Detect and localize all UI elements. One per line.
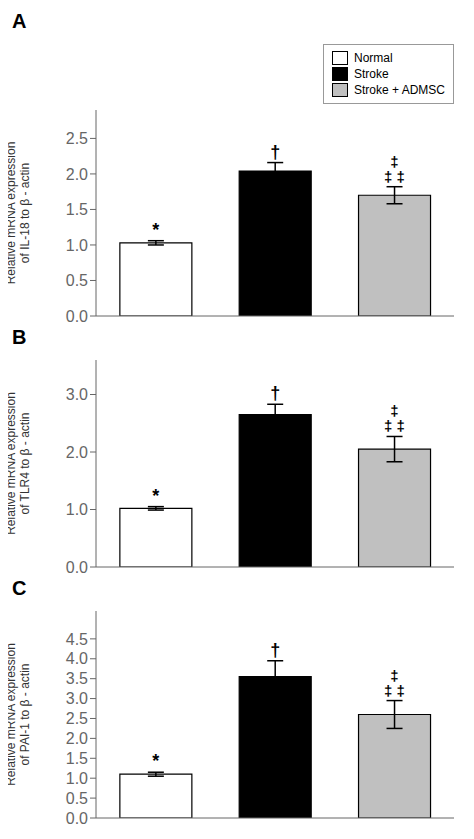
html-text:A: A	[12, 10, 27, 32]
svg-text:0.0: 0.0	[66, 559, 88, 575]
svg-text:1.5: 1.5	[66, 750, 88, 767]
svg-text:0.0: 0.0	[66, 308, 88, 324]
svg-text:*: *	[152, 751, 159, 771]
svg-text:†: †	[270, 383, 280, 403]
svg-text:0.5: 0.5	[66, 272, 88, 289]
svg-text:‡ ‡: ‡ ‡	[384, 417, 405, 434]
svg-text:1.5: 1.5	[66, 201, 88, 218]
svg-text:3.5: 3.5	[66, 670, 88, 687]
svg-text:2.0: 2.0	[66, 444, 88, 461]
svg-text:‡ ‡: ‡ ‡	[384, 168, 405, 185]
svg-text:Relative mRNA expressionof PAI: Relative mRNA expressionof PAI-1 to β - …	[8, 643, 32, 786]
svg-text:4.0: 4.0	[66, 650, 88, 667]
svg-text:1.0: 1.0	[66, 237, 88, 254]
svg-text:3.0: 3.0	[66, 690, 88, 707]
svg-text:1.0: 1.0	[66, 501, 88, 518]
html-text:C: C	[12, 577, 27, 599]
svg-text:Relative mRNA expressionof TLR: Relative mRNA expressionof TLR4 to β - a…	[8, 392, 32, 535]
html-text:Normal: Normal	[354, 51, 393, 65]
svg-text:2.5: 2.5	[66, 130, 88, 147]
svg-text:2.0: 2.0	[66, 730, 88, 747]
svg-text:‡ ‡: ‡ ‡	[384, 682, 405, 699]
svg-text:†: †	[270, 142, 280, 162]
html-text:B: B	[12, 326, 27, 348]
svg-text:*: *	[152, 486, 159, 506]
svg-text:0.5: 0.5	[66, 790, 88, 807]
html-text:Stroke + ADMSC: Stroke + ADMSC	[354, 83, 445, 97]
svg-text:4.5: 4.5	[66, 631, 88, 648]
svg-text:0.0: 0.0	[66, 810, 88, 826]
svg-text:†: †	[270, 640, 280, 660]
svg-text:*: *	[152, 220, 159, 240]
svg-text:1.0: 1.0	[66, 770, 88, 787]
svg-text:3.0: 3.0	[66, 386, 88, 403]
svg-text:2.5: 2.5	[66, 710, 88, 727]
svg-text:2.0: 2.0	[66, 166, 88, 183]
html-text:Stroke: Stroke	[354, 67, 389, 81]
svg-text:Relative mRNA expressionof IL-: Relative mRNA expressionof IL-18 to β - …	[8, 142, 32, 285]
